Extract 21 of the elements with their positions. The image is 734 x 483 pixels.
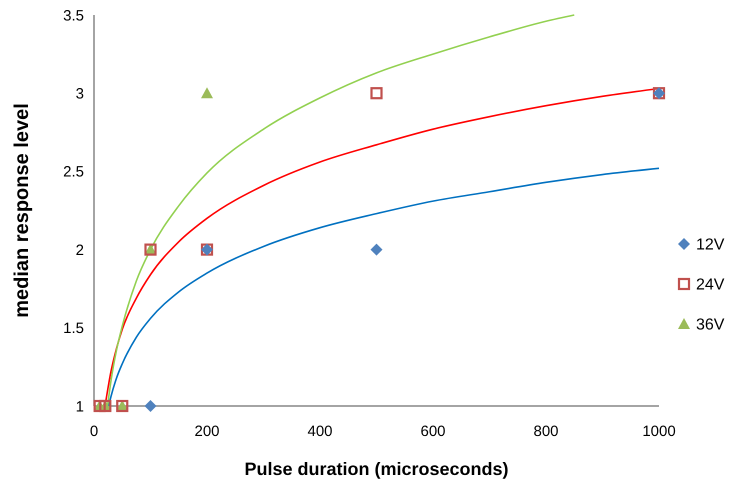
y-tick-label: 1 <box>76 398 84 416</box>
y-tick-label: 3.5 <box>63 7 84 24</box>
x-tick-label: 400 <box>307 423 333 440</box>
y-tick-label: 2.5 <box>63 164 84 181</box>
legend-label: 12V <box>696 236 725 254</box>
point <box>201 87 213 98</box>
x-tick-label: 600 <box>420 423 446 440</box>
x-axis-title: Pulse duration (microseconds) <box>244 459 509 479</box>
y-tick-label: 3 <box>76 85 84 102</box>
legend-label: 24V <box>696 276 725 294</box>
x-tick-label: 800 <box>533 423 559 440</box>
legend-label: 36V <box>696 316 725 334</box>
x-tick-label: 200 <box>194 423 220 440</box>
y-tick-label: 2 <box>76 242 84 259</box>
x-tick-label: 0 <box>90 423 98 440</box>
point <box>370 87 383 100</box>
point <box>144 400 156 412</box>
y-tick-label: 1.5 <box>63 320 84 338</box>
x-tick-label: 1000 <box>642 423 676 440</box>
point <box>370 244 382 256</box>
y-axis-title: median response level <box>11 103 33 318</box>
